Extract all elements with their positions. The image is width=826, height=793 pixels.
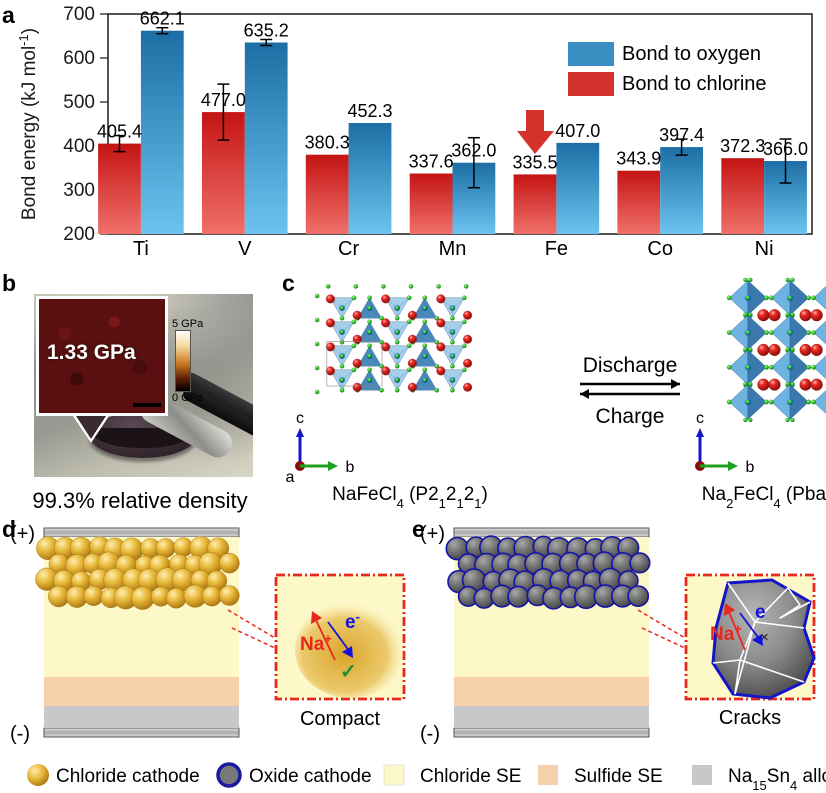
svg-text:(-): (-) <box>420 723 440 745</box>
svg-text:Chloride SE: Chloride SE <box>420 766 521 787</box>
svg-text:343.9: 343.9 <box>616 149 661 169</box>
svg-text:Charge: Charge <box>596 405 665 428</box>
svg-text:372.3: 372.3 <box>720 136 765 156</box>
svg-text:400: 400 <box>63 136 95 157</box>
svg-text:e: e <box>755 602 766 623</box>
svg-text:380.3: 380.3 <box>305 133 350 153</box>
svg-text:Mn: Mn <box>439 238 467 260</box>
svg-text:a: a <box>286 469 295 486</box>
svg-text:Ni: Ni <box>755 238 774 260</box>
svg-text:200: 200 <box>63 224 95 245</box>
svg-text:300: 300 <box>63 180 95 201</box>
svg-text:Sulfide SE: Sulfide SE <box>574 766 663 787</box>
svg-text:✓: ✓ <box>340 661 357 683</box>
svg-text:500: 500 <box>63 92 95 113</box>
svg-text:Ti: Ti <box>133 238 149 260</box>
svg-text:662.1: 662.1 <box>140 9 185 29</box>
svg-text:Cr: Cr <box>338 238 359 260</box>
svg-text:Bond energy (kJ mol-1): Bond energy (kJ mol-1) <box>16 28 41 220</box>
svg-text:600: 600 <box>63 48 95 69</box>
svg-text:(-): (-) <box>10 723 30 745</box>
svg-text:Compact: Compact <box>300 708 380 730</box>
svg-text:700: 700 <box>63 4 95 25</box>
svg-text:452.3: 452.3 <box>347 101 392 121</box>
svg-text:335.5: 335.5 <box>512 152 557 172</box>
svg-text:337.6: 337.6 <box>409 152 454 172</box>
svg-text:Fe: Fe <box>545 238 568 260</box>
svg-text:c: c <box>696 410 704 427</box>
svg-text:Discharge: Discharge <box>583 354 678 377</box>
svg-text:Na2FeCl4 (Pbam): Na2FeCl4 (Pbam) <box>702 484 826 511</box>
svg-text:c: c <box>296 410 304 427</box>
svg-text:Cracks: Cracks <box>719 707 781 729</box>
svg-text:V: V <box>238 238 252 260</box>
svg-text:Chloride cathode: Chloride cathode <box>56 766 200 787</box>
svg-text:Co: Co <box>647 238 673 260</box>
svg-text:b: b <box>746 459 755 476</box>
svg-text:407.0: 407.0 <box>555 121 600 141</box>
svg-text:NaFeCl4 (P212121): NaFeCl4 (P212121) <box>332 484 488 511</box>
svg-text:b: b <box>346 459 355 476</box>
svg-text:Oxide cathode: Oxide cathode <box>249 766 372 787</box>
svg-text:Bond to chlorine: Bond to chlorine <box>622 73 767 95</box>
svg-text:Bond to oxygen: Bond to oxygen <box>622 43 761 65</box>
svg-text:Na15Sn4 alloy: Na15Sn4 alloy <box>728 766 826 793</box>
svg-text:635.2: 635.2 <box>244 21 289 41</box>
